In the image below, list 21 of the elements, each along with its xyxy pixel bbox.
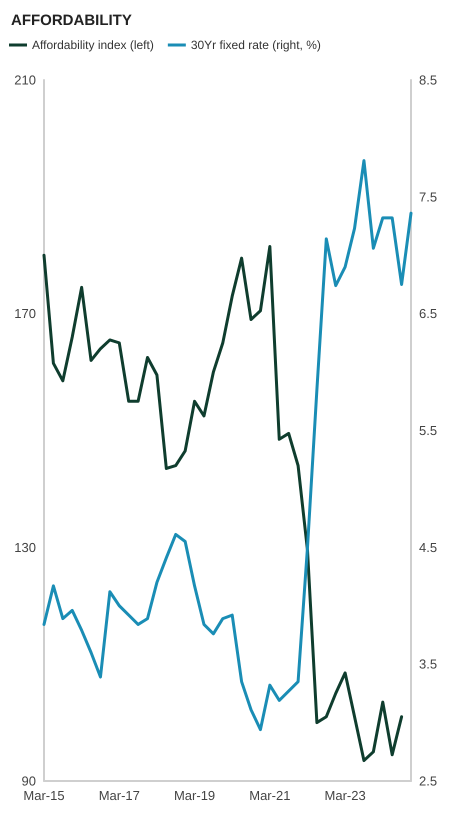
line-series <box>42 244 404 762</box>
y2-tick-label: 6.5 <box>419 306 438 322</box>
x-tick-label: Mar-17 <box>98 788 140 803</box>
y-tick-label: 90 <box>22 774 36 788</box>
line-series <box>42 159 412 732</box>
y2-tick-label: 2.5 <box>419 774 438 788</box>
y-tick-label: 170 <box>14 306 36 322</box>
y2-tick-label: 5.5 <box>419 423 438 438</box>
y2-tick-label: 8.5 <box>419 72 438 88</box>
y2-tick-label: 4.5 <box>419 540 438 555</box>
legend-label: Affordability index (left) <box>32 38 154 52</box>
y2-tick-label: 7.5 <box>419 189 438 204</box>
y2-tick-label: 3.5 <box>419 656 438 672</box>
x-tick-label: Mar-15 <box>23 788 65 803</box>
x-tick-label: Mar-19 <box>174 788 216 803</box>
chart-title: AFFORDABILITY <box>11 12 132 29</box>
y-tick-label: 210 <box>14 72 36 88</box>
legend-label: 30Yr fixed rate (right, %) <box>190 38 321 52</box>
x-tick-label: Mar-23 <box>324 788 366 803</box>
x-tick-label: Mar-21 <box>249 788 290 803</box>
y-tick-label: 130 <box>14 540 36 555</box>
